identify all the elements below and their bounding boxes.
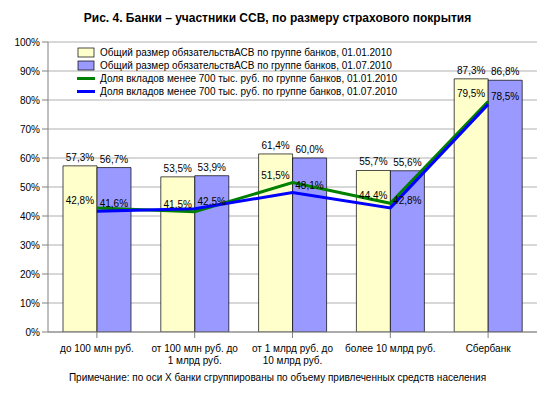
svg-text:от 100 млн руб. до: от 100 млн руб. до: [151, 343, 238, 354]
html-text:Общий размер обязательствАСВ п: Общий размер обязательствАСВ по группе б…: [100, 60, 392, 71]
svg-text:42,5%: 42,5%: [198, 196, 226, 207]
svg-text:42,8%: 42,8%: [393, 195, 421, 206]
svg-text:60%: 60%: [20, 153, 40, 164]
svg-text:53,9%: 53,9%: [198, 162, 226, 173]
svg-text:53,5%: 53,5%: [164, 163, 192, 174]
svg-text:87,3%: 87,3%: [457, 65, 485, 76]
svg-text:Сбербанк: Сбербанк: [466, 343, 512, 354]
svg-text:60,0%: 60,0%: [295, 144, 323, 155]
svg-text:41,6%: 41,6%: [100, 198, 128, 209]
svg-text:79,5%: 79,5%: [457, 88, 485, 99]
html-text:Примечание: по оси Х банки сгр: Примечание: по оси Х банки сгруппированы…: [68, 372, 487, 383]
html-text:Доля вкладов менее 700 тыс. ру: Доля вкладов менее 700 тыс. руб. по груп…: [100, 86, 397, 97]
svg-text:20%: 20%: [20, 269, 40, 280]
svg-text:56,7%: 56,7%: [100, 154, 128, 165]
svg-text:10%: 10%: [20, 298, 40, 309]
svg-text:10 млрд руб.: 10 млрд руб.: [263, 355, 323, 366]
svg-text:0%: 0%: [26, 327, 41, 338]
svg-text:51,5%: 51,5%: [261, 170, 289, 181]
svg-text:от 1 млрд руб. до: от 1 млрд руб. до: [252, 343, 333, 354]
svg-text:50%: 50%: [20, 182, 40, 193]
svg-text:48,1%: 48,1%: [295, 180, 323, 191]
html-text:Доля вкладов менее 700 тыс. ру: Доля вкладов менее 700 тыс. руб. по груп…: [100, 73, 397, 84]
svg-text:41,5%: 41,5%: [164, 199, 192, 210]
svg-text:80%: 80%: [20, 95, 40, 106]
svg-text:78,5%: 78,5%: [491, 91, 519, 102]
svg-text:86,8%: 86,8%: [491, 66, 519, 77]
svg-text:30%: 30%: [20, 240, 40, 251]
svg-text:40%: 40%: [20, 211, 40, 222]
svg-text:более 10 млрд руб.: более 10 млрд руб.: [345, 343, 435, 354]
svg-text:61,4%: 61,4%: [261, 140, 289, 151]
svg-text:55,6%: 55,6%: [393, 157, 421, 168]
html-text:Общий размер обязательствАСВ п: Общий размер обязательствАСВ по группе б…: [100, 47, 392, 58]
svg-text:90%: 90%: [20, 66, 40, 77]
svg-text:70%: 70%: [20, 124, 40, 135]
svg-text:44,4%: 44,4%: [359, 190, 387, 201]
svg-text:1 млрд руб.: 1 млрд руб.: [168, 355, 222, 366]
html-text:Рис. 4. Банки – участники ССВ,: Рис. 4. Банки – участники ССВ, по размер…: [83, 11, 472, 25]
svg-text:55,7%: 55,7%: [359, 156, 387, 167]
svg-text:42,8%: 42,8%: [66, 195, 94, 206]
svg-text:100%: 100%: [14, 37, 40, 48]
svg-text:до 100 млн руб.: до 100 млн руб.: [60, 343, 134, 354]
svg-text:57,3%: 57,3%: [66, 152, 94, 163]
